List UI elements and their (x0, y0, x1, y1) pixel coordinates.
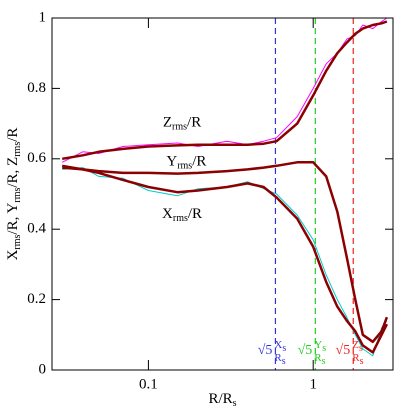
subscript: s (233, 398, 237, 409)
series-line (61, 17, 388, 163)
subscript: s (360, 356, 364, 367)
annotation-prefix: √5 (336, 343, 351, 358)
text-part: /R, Z (5, 157, 21, 188)
text-part: R (352, 352, 360, 364)
text-part: X (274, 339, 282, 351)
subscript: s (322, 343, 326, 354)
curve-label: Zrms/R (163, 115, 201, 133)
subscript: rms (177, 161, 192, 172)
subscript: rms (12, 142, 23, 157)
y-tick-label: 0 (39, 361, 47, 377)
x-axis-label: R/Rs (208, 391, 236, 409)
text-part: X (5, 249, 21, 260)
subscript: s (359, 343, 363, 354)
text-part: /R (5, 128, 21, 142)
text-part: R (274, 352, 282, 364)
annotation-denominator: Rs (274, 352, 285, 368)
text-part: /R, Y (5, 202, 21, 234)
annotation-denominator: Rs (352, 352, 363, 368)
text-part: /R (187, 115, 201, 131)
curve-label: Xrms/R (162, 207, 202, 225)
y-tick-label: 0.2 (27, 291, 46, 307)
subscript: s (282, 356, 286, 367)
y-tick-label: 0.8 (27, 80, 46, 96)
series-line (61, 20, 388, 161)
subscript: rms (12, 234, 23, 249)
y-tick-label: 0.4 (27, 221, 46, 237)
subscript: rms (172, 122, 187, 133)
text-part: Z (352, 339, 359, 351)
text-part: Z (163, 115, 172, 131)
plot-frame (51, 17, 394, 371)
subscript: s (282, 343, 286, 354)
annotation-numerator: Ys (314, 339, 326, 355)
text-part: /R (188, 207, 202, 223)
subscript: rms (12, 188, 23, 203)
annotation-numerator: Zs (352, 339, 363, 355)
text-part: R/R (208, 391, 232, 407)
y-tick-label: 0.6 (27, 150, 46, 166)
annotation-prefix: √5 (258, 343, 273, 358)
series-line (61, 164, 389, 354)
text-part: R (314, 352, 322, 364)
text-part: Y (314, 339, 322, 351)
text-part: X (162, 207, 173, 223)
annotation-numerator: Xs (274, 339, 286, 355)
annotation-denominator: Rs (314, 352, 325, 368)
series-line (62, 161, 389, 344)
y-axis-label: Xrms/R, Yrms/R, Zrms/R (5, 128, 23, 261)
text-part: /R (192, 154, 206, 170)
curve-label: Yrms/R (166, 154, 206, 172)
annotation-prefix: √5 (298, 343, 313, 358)
text-part: Y (166, 154, 177, 170)
x-tick-label: 0.1 (139, 376, 158, 392)
series-line (62, 167, 388, 357)
y-tick-label: 1 (39, 9, 47, 25)
x-tick-label: 1 (309, 376, 317, 392)
subscript: rms (173, 213, 188, 224)
subscript: s (322, 356, 326, 367)
